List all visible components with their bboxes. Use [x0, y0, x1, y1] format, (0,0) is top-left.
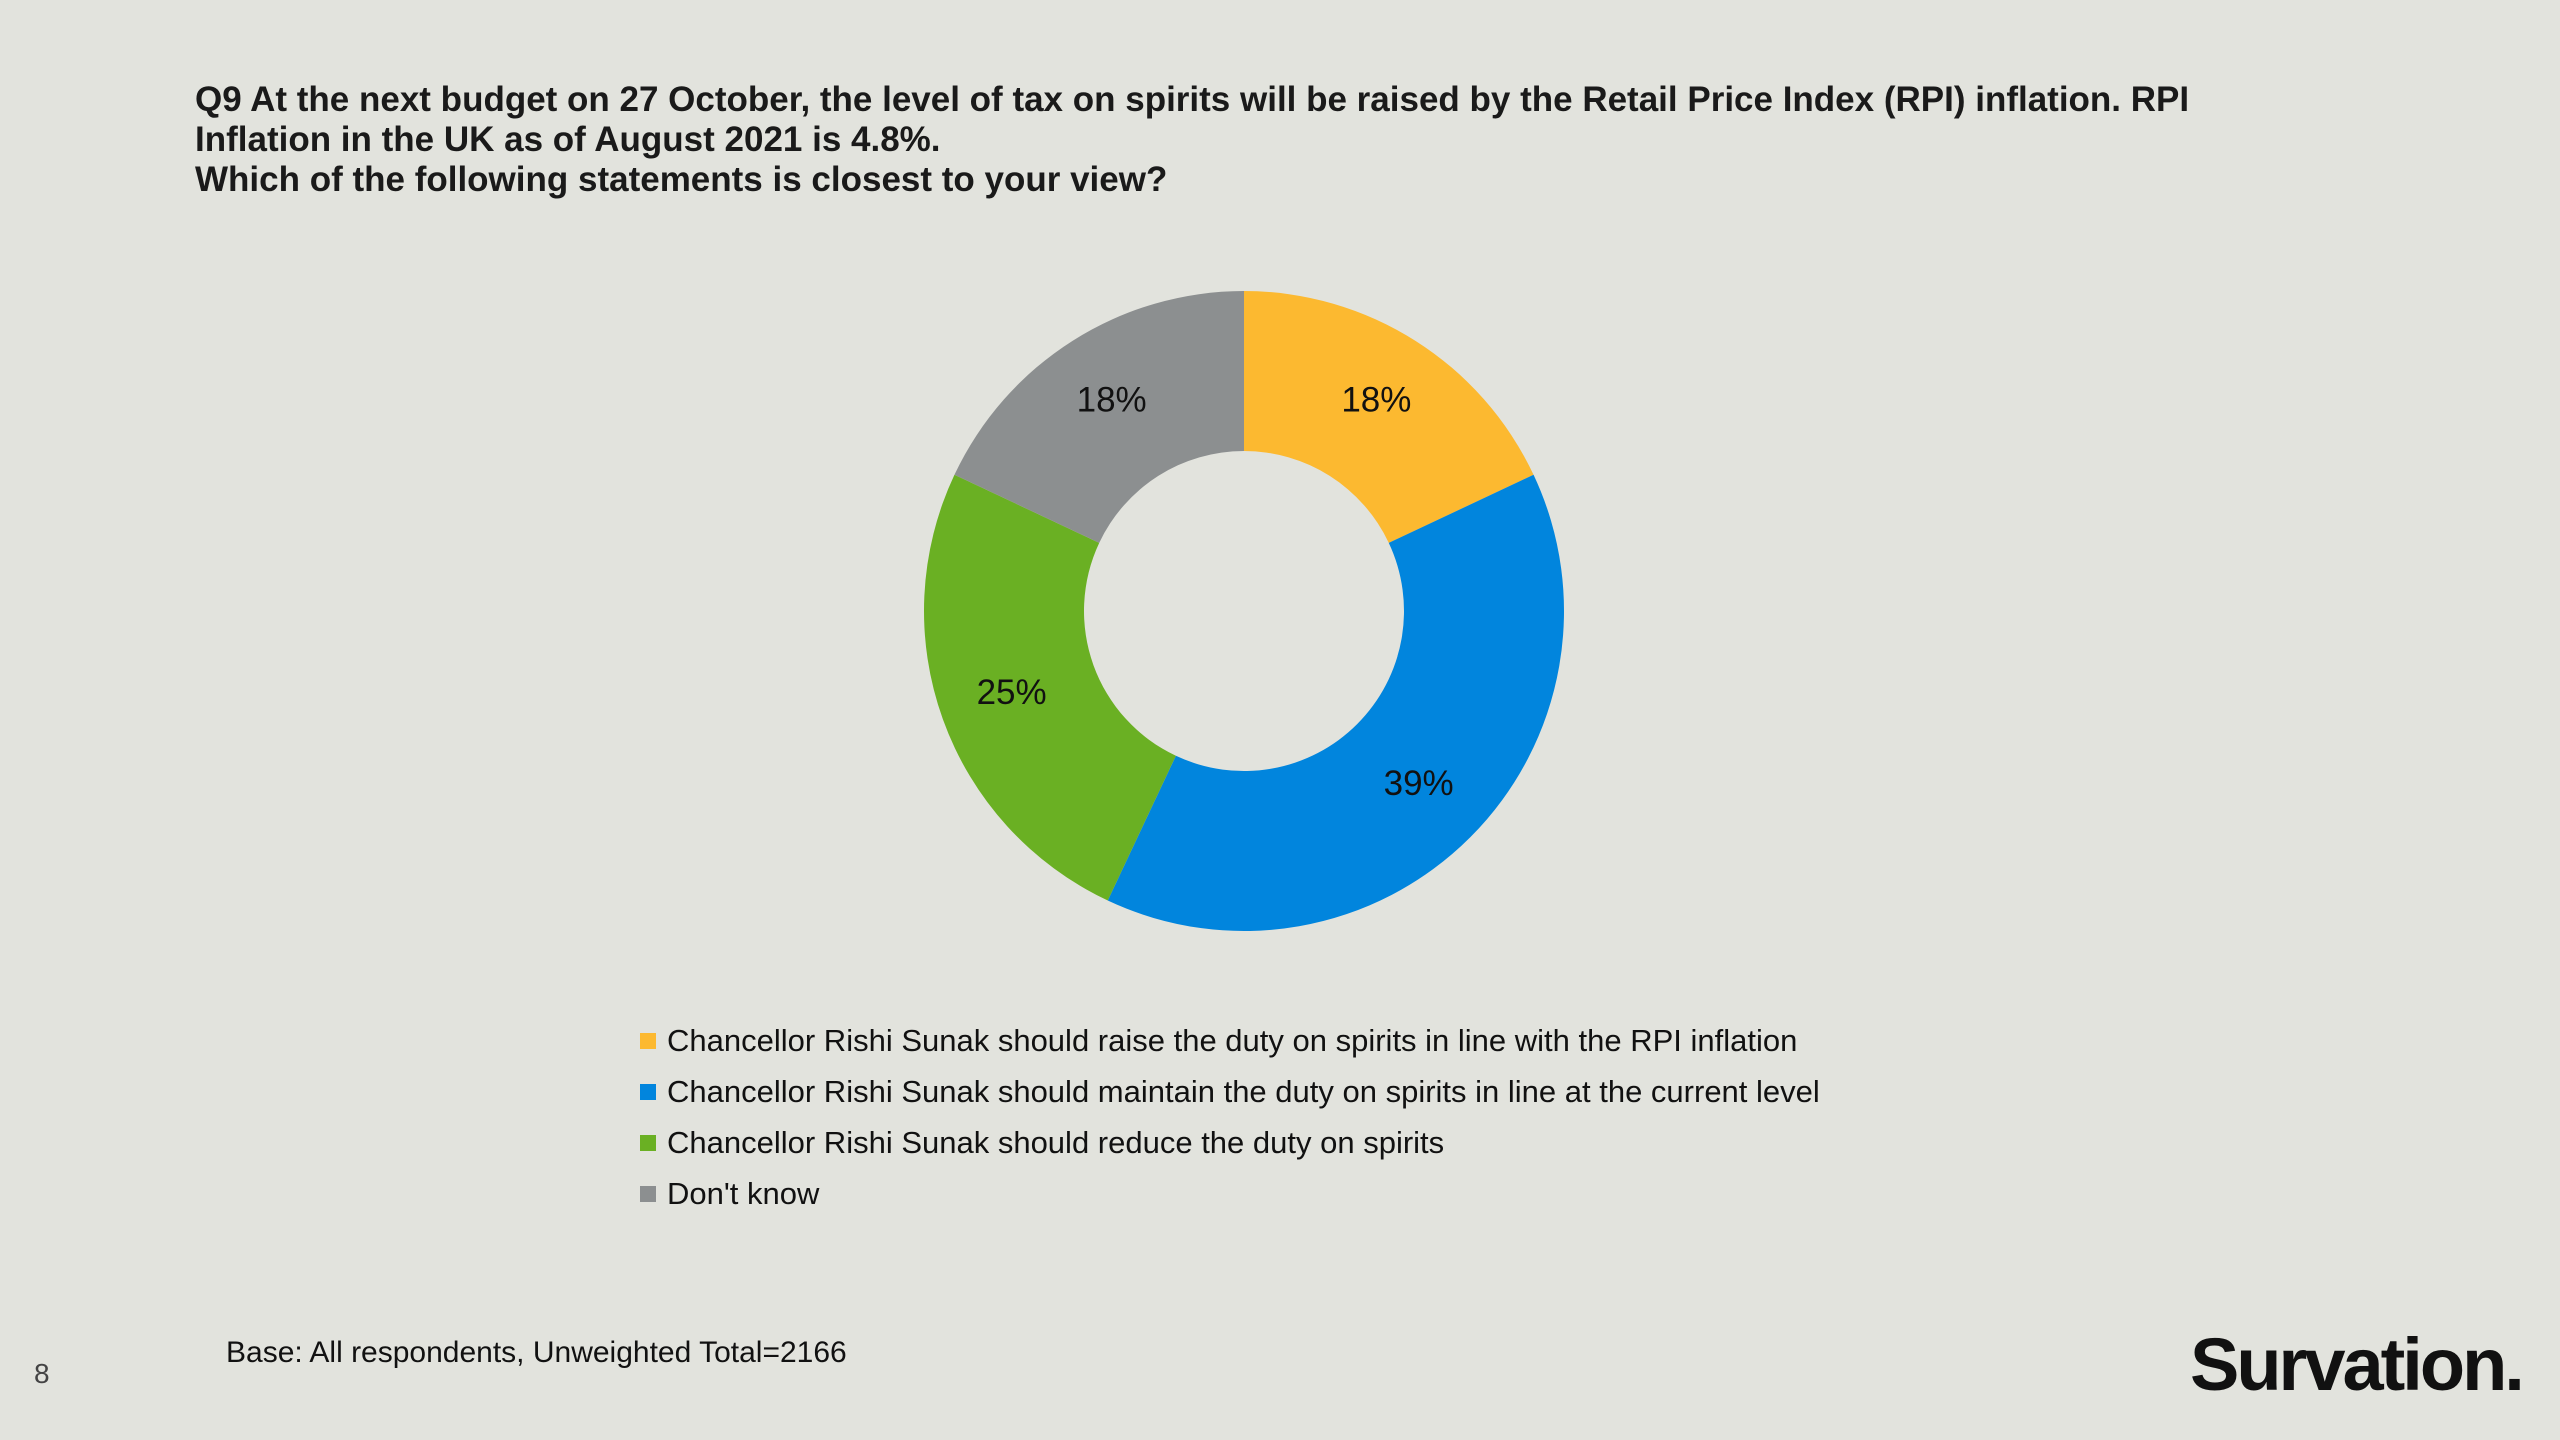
question-title-line-3: Which of the following statements is clo… [195, 160, 1168, 199]
slice-label-2: 39% [1384, 764, 1454, 803]
legend-swatch-1 [640, 1032, 656, 1049]
legend-label-4: Don't know [667, 1175, 820, 1211]
chart-legend: Chancellor Rishi Sunak should raise the … [640, 1015, 1820, 1219]
legend-swatch-3 [640, 1134, 656, 1151]
donut-slice-3 [923, 474, 1176, 901]
donut-slice-1 [1244, 291, 1534, 543]
legend-item-3: Chancellor Rishi Sunak should reduce the… [640, 1117, 1820, 1168]
legend-item-4: Don't know [640, 1168, 1820, 1219]
legend-swatch-4 [640, 1185, 656, 1202]
legend-label-2: Chancellor Rishi Sunak should maintain t… [667, 1073, 1820, 1109]
donut-slice-2 [1107, 474, 1565, 932]
donut-slice-4 [954, 291, 1244, 543]
survation-logo: Survation. [2190, 1323, 2525, 1406]
slice-label-1: 18% [1341, 381, 1411, 420]
legend-label-3: Chancellor Rishi Sunak should reduce the… [667, 1124, 1445, 1160]
legend-item-2: Chancellor Rishi Sunak should maintain t… [640, 1066, 1820, 1117]
slice-label-4: 18% [1077, 381, 1147, 420]
base-note: Base: All respondents, Unweighted Total=… [226, 1336, 847, 1369]
question-title-line-2: Inflation in the UK as of August 2021 is… [195, 120, 941, 159]
legend-label-1: Chancellor Rishi Sunak should raise the … [667, 1022, 1798, 1058]
slice-label-3: 25% [977, 673, 1047, 712]
legend-item-1: Chancellor Rishi Sunak should raise the … [640, 1015, 1820, 1066]
donut-chart: 18% 39% 25% 18% [923, 291, 1565, 932]
legend-swatch-2 [640, 1083, 656, 1100]
page-number: 8 [34, 1358, 50, 1389]
question-title: Q9 At the next budget on 27 October, the… [195, 80, 2395, 200]
question-title-line-1: Q9 At the next budget on 27 October, the… [195, 80, 2190, 119]
